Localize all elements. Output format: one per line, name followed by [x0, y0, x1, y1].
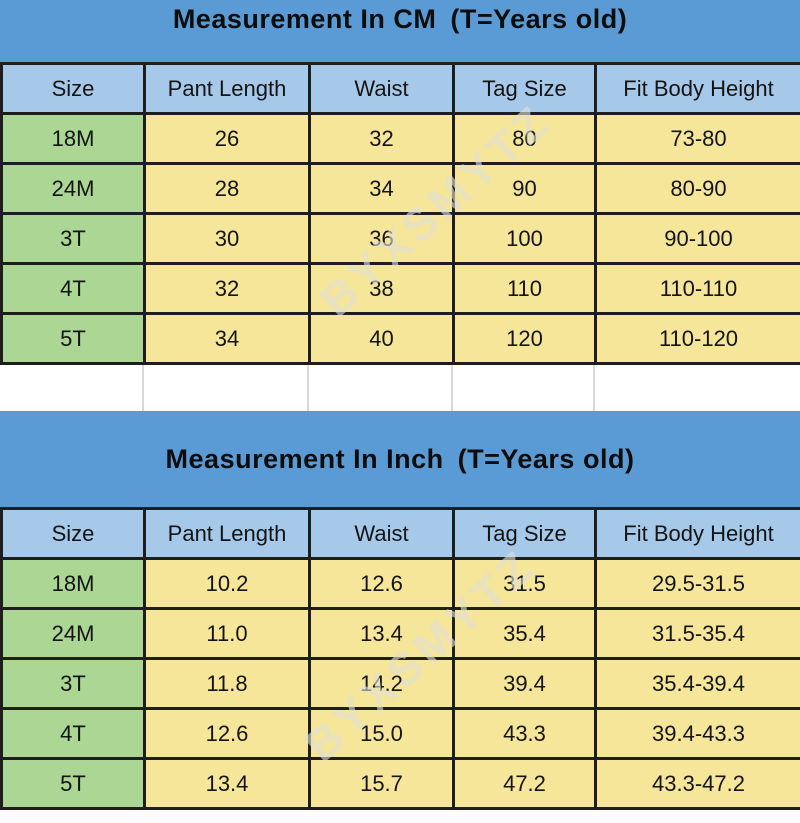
data-cell: 34 — [145, 314, 310, 364]
data-cell: 39.4 — [454, 659, 596, 709]
data-cell: 11.8 — [145, 659, 310, 709]
column-header-tag-size: Tag Size — [454, 509, 596, 559]
column-header-pant-length: Pant Length — [145, 64, 310, 114]
data-cell: 10.2 — [145, 559, 310, 609]
data-cell: 32 — [310, 114, 454, 164]
table-row: 5T 13.4 15.7 47.2 43.3-47.2 — [2, 759, 800, 809]
empty-cell — [594, 365, 800, 411]
inch-table: Size Pant Length Waist Tag Size Fit Body… — [0, 507, 800, 810]
size-cell: 24M — [2, 164, 145, 214]
data-cell: 12.6 — [145, 709, 310, 759]
inch-title-note: (T=Years old) — [458, 444, 635, 474]
data-cell: 12.6 — [310, 559, 454, 609]
data-cell: 35.4 — [454, 609, 596, 659]
column-header-fit-body-height: Fit Body Height — [596, 64, 800, 114]
column-header-tag-size: Tag Size — [454, 64, 596, 114]
column-header-waist: Waist — [310, 64, 454, 114]
data-cell: 39.4-43.3 — [596, 709, 800, 759]
data-cell: 73-80 — [596, 114, 800, 164]
inch-header-row: Size Pant Length Waist Tag Size Fit Body… — [2, 509, 800, 559]
data-cell: 32 — [145, 264, 310, 314]
size-cell: 18M — [2, 114, 145, 164]
data-cell: 13.4 — [145, 759, 310, 809]
empty-row — [0, 365, 800, 411]
size-cell: 18M — [2, 559, 145, 609]
data-cell: 11.0 — [145, 609, 310, 659]
cm-title-band: Measurement In CM (T=Years old) — [0, 0, 800, 62]
inch-title-main: Measurement In Inch — [166, 444, 444, 474]
data-cell: 90-100 — [596, 214, 800, 264]
column-header-pant-length: Pant Length — [145, 509, 310, 559]
data-cell: 29.5-31.5 — [596, 559, 800, 609]
data-cell: 31.5 — [454, 559, 596, 609]
empty-cell — [308, 365, 452, 411]
cm-title-note: (T=Years old) — [450, 4, 627, 34]
empty-cell — [452, 365, 594, 411]
cm-table: Size Pant Length Waist Tag Size Fit Body… — [0, 62, 800, 365]
spacer-row — [0, 365, 800, 411]
data-cell: 13.4 — [310, 609, 454, 659]
cm-header-row: Size Pant Length Waist Tag Size Fit Body… — [2, 64, 800, 114]
size-cell: 4T — [2, 709, 145, 759]
data-cell: 28 — [145, 164, 310, 214]
data-cell: 110-120 — [596, 314, 800, 364]
bottom-margin — [0, 810, 800, 823]
table-row: 3T 30 36 100 90-100 — [2, 214, 800, 264]
data-cell: 40 — [310, 314, 454, 364]
column-header-size: Size — [2, 509, 145, 559]
column-header-size: Size — [2, 64, 145, 114]
data-cell: 90 — [454, 164, 596, 214]
data-cell: 15.0 — [310, 709, 454, 759]
data-cell: 38 — [310, 264, 454, 314]
table-row: 24M 28 34 90 80-90 — [2, 164, 800, 214]
data-cell: 35.4-39.4 — [596, 659, 800, 709]
data-cell: 110-110 — [596, 264, 800, 314]
data-cell: 100 — [454, 214, 596, 264]
table-row: 18M 26 32 80 73-80 — [2, 114, 800, 164]
data-cell: 34 — [310, 164, 454, 214]
data-cell: 31.5-35.4 — [596, 609, 800, 659]
data-cell: 14.2 — [310, 659, 454, 709]
table-row: 4T 12.6 15.0 43.3 39.4-43.3 — [2, 709, 800, 759]
table-row: 5T 34 40 120 110-120 — [2, 314, 800, 364]
cm-title: Measurement In CM (T=Years old) — [173, 4, 627, 35]
size-cell: 5T — [2, 314, 145, 364]
data-cell: 43.3-47.2 — [596, 759, 800, 809]
inch-title-band: Measurement In Inch (T=Years old) — [0, 411, 800, 507]
column-header-fit-body-height: Fit Body Height — [596, 509, 800, 559]
data-cell: 47.2 — [454, 759, 596, 809]
size-cell: 5T — [2, 759, 145, 809]
data-cell: 80 — [454, 114, 596, 164]
empty-cell — [0, 365, 143, 411]
table-row: 3T 11.8 14.2 39.4 35.4-39.4 — [2, 659, 800, 709]
data-cell: 43.3 — [454, 709, 596, 759]
size-cell: 3T — [2, 659, 145, 709]
table-row: 24M 11.0 13.4 35.4 31.5-35.4 — [2, 609, 800, 659]
cm-title-main: Measurement In CM — [173, 4, 437, 34]
data-cell: 80-90 — [596, 164, 800, 214]
inch-title: Measurement In Inch (T=Years old) — [166, 444, 635, 475]
empty-cell — [143, 365, 308, 411]
data-cell: 120 — [454, 314, 596, 364]
data-cell: 36 — [310, 214, 454, 264]
data-cell: 15.7 — [310, 759, 454, 809]
table-row: 18M 10.2 12.6 31.5 29.5-31.5 — [2, 559, 800, 609]
data-cell: 110 — [454, 264, 596, 314]
size-cell: 4T — [2, 264, 145, 314]
data-cell: 30 — [145, 214, 310, 264]
data-cell: 26 — [145, 114, 310, 164]
column-header-waist: Waist — [310, 509, 454, 559]
table-row: 4T 32 38 110 110-110 — [2, 264, 800, 314]
size-cell: 24M — [2, 609, 145, 659]
size-cell: 3T — [2, 214, 145, 264]
